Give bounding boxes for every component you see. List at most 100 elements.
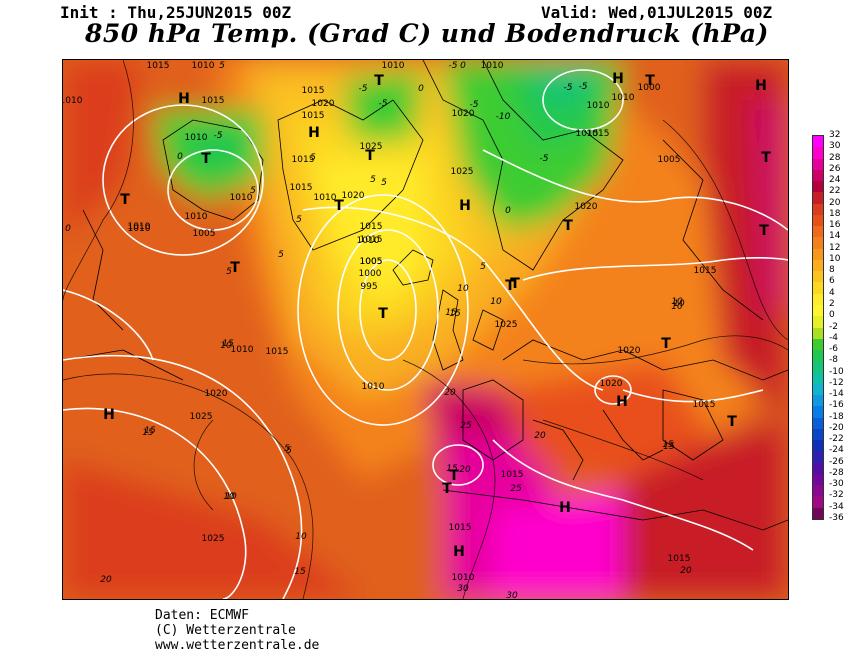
colorbar-swatch [813,158,823,171]
pressure-label: 1025 [495,320,518,330]
pressure-label: 1000 [359,269,382,279]
pressure-label: 995 [360,282,377,292]
temp-label: -5 [214,131,223,141]
temp-label: -5 [564,83,573,93]
pressure-label: 1010 [357,236,380,246]
map-title: 850 hPa Temp. (Grad C) und Bodendruck (h… [85,19,769,48]
pressure-label: 1015 [360,222,383,232]
low-marker: T [120,192,130,208]
pressure-label: 1015 [302,86,325,96]
colorbar-swatch [813,316,823,328]
high-marker: H [178,91,190,107]
temp-label: -5 [540,154,549,164]
temp-label: 10 [671,302,683,312]
temp-label: 0 [65,224,71,234]
colorbar-label: -30 [829,479,844,490]
colorbar-label: -10 [829,366,844,377]
colorbar-swatch [813,282,823,295]
pressure-label: 1020 [342,191,365,201]
low-marker: T [365,148,375,164]
colorbar-label: -24 [829,445,844,456]
colorbar-label: 4 [829,287,835,298]
pressure-label: 1015 [360,235,383,245]
colorbar-swatch [813,271,823,283]
colorbar-swatch [813,507,823,520]
pressure-label: 1020 [575,202,598,212]
low-marker: T [510,276,520,292]
colorbar-swatch [813,203,823,216]
pressure-label: 1005 [360,257,383,267]
temp-label: 25 [460,421,472,431]
temp-label: 0 [177,152,183,162]
temp-label: -10 [496,112,511,122]
low-marker: T [230,260,240,276]
colorbar-label: -34 [829,501,844,512]
temp-label: -5 [579,82,588,92]
colorbar-swatch [813,417,823,430]
temp-label: 10 [457,284,469,294]
temp-label: 20 [534,431,546,441]
temp-label: 10 [225,492,237,502]
colorbar-swatch [813,361,823,374]
low-marker: T [449,468,459,484]
colorbar-swatch [813,304,823,317]
weather-map: 1010 1015 1010 1010 1015 1010 1000 1010 … [62,59,789,600]
low-marker: T [761,150,771,166]
temp-label: 10 [490,297,502,307]
colorbar-swatch [813,383,823,396]
colorbar-swatch [813,327,823,340]
colorbar-label: 32 [829,130,841,140]
valid-time: Valid: Wed,01JUL2015 00Z [541,3,773,22]
pressure-label: 1025 [360,142,383,152]
colorbar-swatch [813,395,823,407]
high-marker: H [616,394,628,410]
colorbar-label: -12 [829,377,844,388]
high-marker: H [559,500,571,516]
pressure-label: 1020 [312,99,335,109]
low-marker: T [374,73,384,89]
temperature-field [63,60,788,599]
temp-label: 5 [250,186,256,196]
colorbar-swatch [813,338,823,351]
temperature-labels: 5 -5 0 -5 -5 -5 0 -5 0 -5 -10 -5 -5 5 5 … [65,61,692,599]
pressure-label: 1010 [63,96,83,106]
colorbar-label: 16 [829,220,841,231]
colorbar-swatch [813,496,823,509]
pressure-label: 1010 [128,222,151,232]
pressure-label: 1005 [360,257,383,267]
pressure-label: 1005 [193,229,216,239]
colorbar-label: -16 [829,400,844,411]
colorbar-label: 12 [829,242,841,253]
colorbar-label: -32 [829,490,844,501]
temp-label: 15 [445,308,457,318]
colorbar-label: 20 [829,197,841,208]
pressure-label: 1010 [185,133,208,143]
temp-label: 5 [296,215,302,225]
colorbar-label: 0 [829,310,835,321]
colorbar-label: -14 [829,389,844,400]
temp-label: 15 [222,339,234,349]
pressure-label: 1015 [449,523,472,533]
colorbar-swatch [813,237,823,250]
colorbar-swatch [813,462,823,475]
colorbar-swatch [813,226,823,238]
low-marker: T [563,218,573,234]
colorbar-label: -36 [829,513,844,523]
pressure-label: 1015 [202,96,225,106]
low-marker: T [505,278,515,294]
pressure-label: 1025 [202,534,225,544]
colorbar-label: 2 [829,298,835,309]
temp-label: 5 [370,175,376,185]
temp-label: 15 [449,309,461,319]
colorbar-label: 28 [829,152,841,163]
footer-credits: Daten: ECMWF (C) Wetterzentrale www.wett… [155,608,319,653]
pressure-label: 1020 [452,109,475,119]
temp-label: 0 [418,84,424,94]
colorbar-swatch [813,214,823,227]
pressure-labels: 1010 1015 1010 1010 1015 1010 1000 1010 … [63,61,716,583]
copyright: (C) Wetterzentrale [155,623,296,638]
pressure-label: 1015 [587,129,610,139]
low-marker: T [334,198,344,214]
pressure-label: 1015 [501,470,524,480]
pressure-label: 1010 [452,573,475,583]
